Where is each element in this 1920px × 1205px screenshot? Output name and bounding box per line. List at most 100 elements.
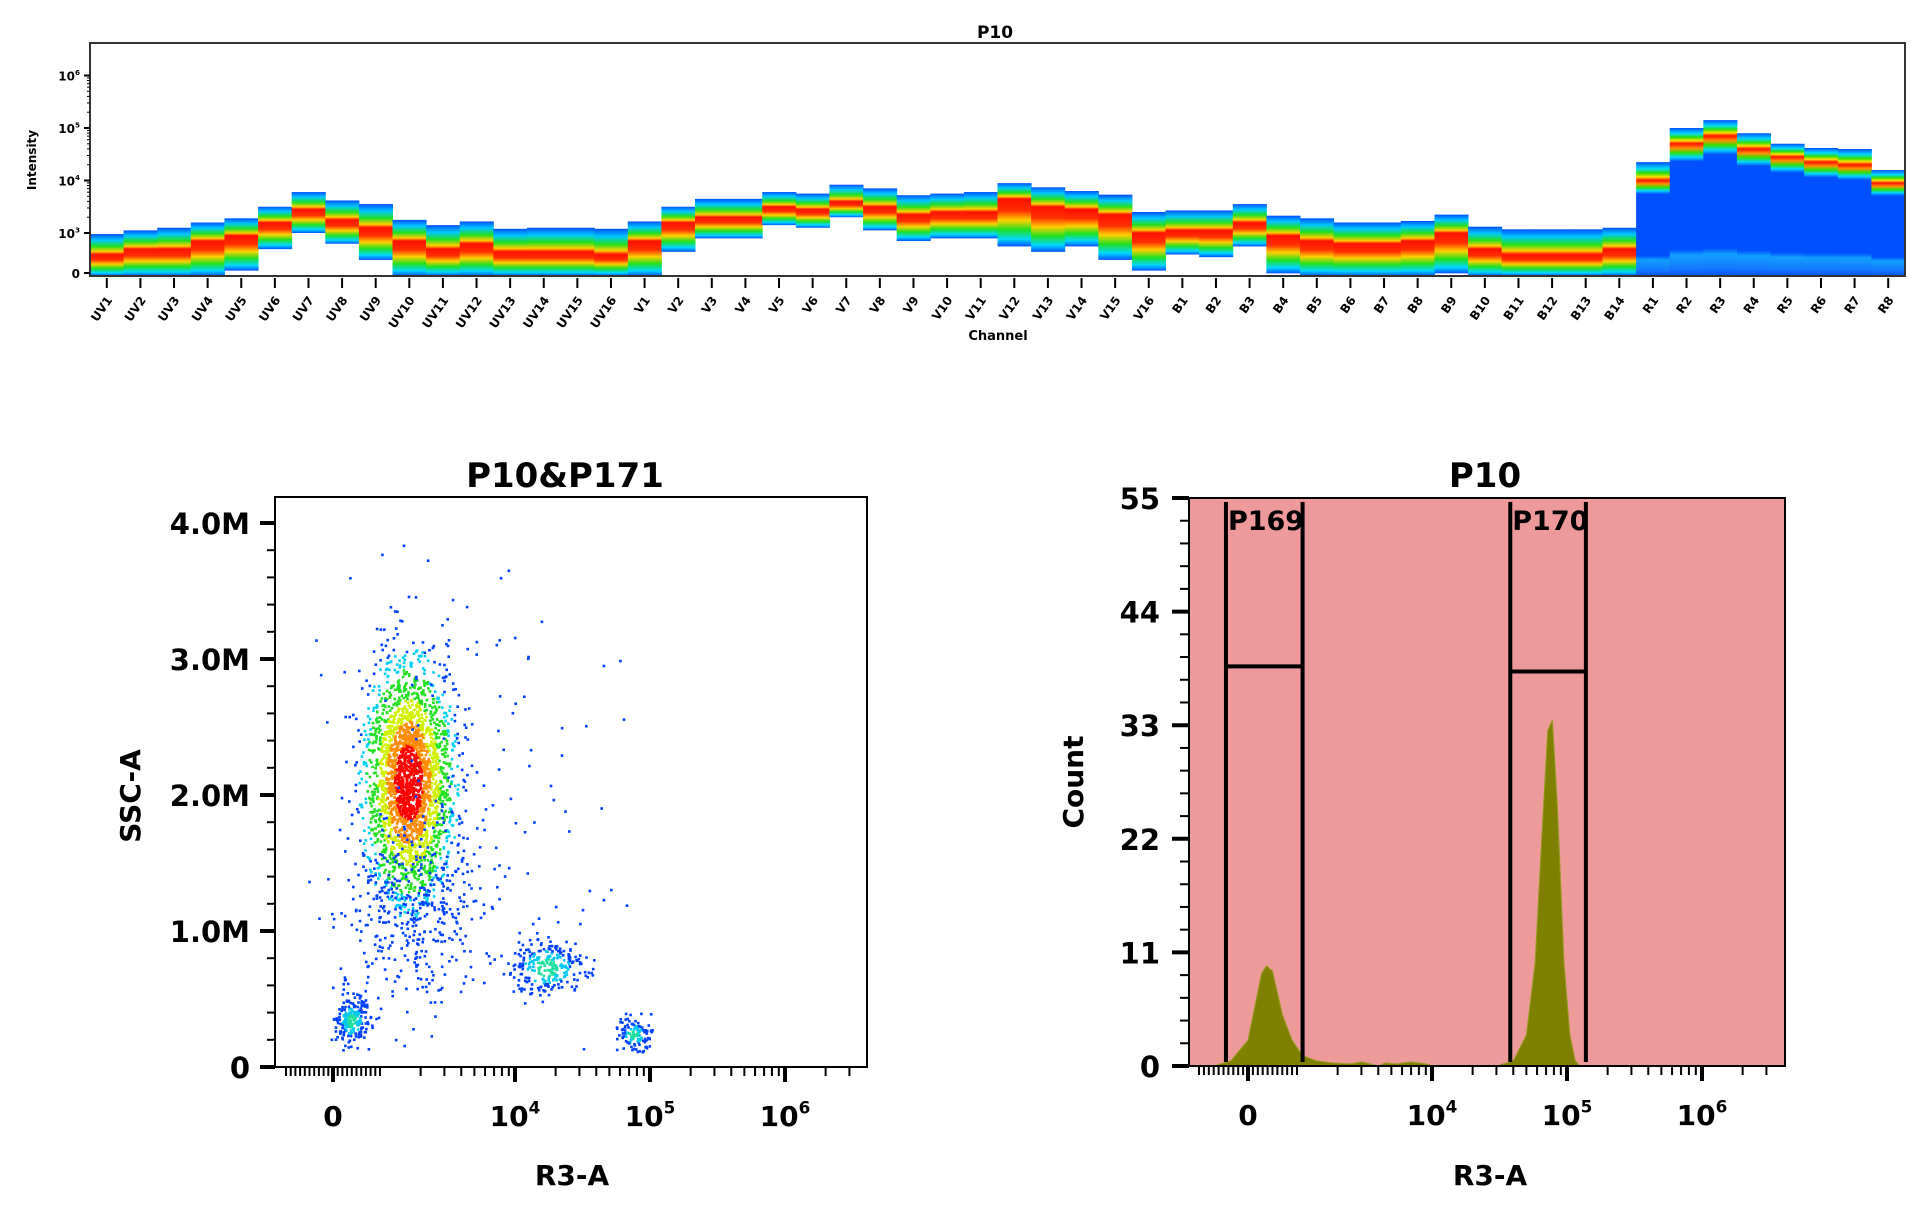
event-dot [428, 783, 432, 787]
event-dot [456, 908, 460, 911]
event-dot [507, 962, 510, 965]
gate-p169[interactable]: P169 [1223, 502, 1305, 1062]
channel-band-r5 [1770, 143, 1805, 276]
event-dot [448, 807, 452, 810]
event-dot [396, 686, 400, 689]
event-dot [549, 784, 553, 788]
event-dot [384, 668, 388, 672]
event-dot [415, 819, 419, 822]
event-dot [398, 790, 401, 794]
channel-label: R1 [1640, 294, 1662, 316]
event-dot [421, 834, 424, 838]
event-dot [407, 692, 410, 696]
event-dot [562, 949, 566, 953]
event-dot [420, 830, 423, 833]
event-dot [360, 1026, 363, 1030]
event-dot [447, 655, 450, 658]
event-dot [546, 968, 550, 972]
event-dot [403, 786, 407, 789]
event-dot [411, 843, 414, 847]
event-dot [485, 952, 488, 955]
event-dot [377, 996, 380, 1000]
event-dot [388, 691, 391, 694]
event-dot [548, 974, 551, 978]
event-dot [499, 576, 503, 580]
event-dot [406, 1010, 409, 1014]
event-dot [397, 884, 400, 887]
event-dot [396, 843, 399, 846]
event-dot [466, 863, 469, 866]
event-dot [544, 982, 548, 986]
event-dot [371, 811, 374, 814]
event-dot [437, 817, 440, 820]
event-dot [639, 1025, 642, 1029]
event-dot [401, 656, 405, 659]
event-dot [378, 748, 381, 751]
event-dot [427, 850, 430, 854]
event-dot [438, 700, 441, 704]
event-dot [437, 786, 440, 790]
event-dot [357, 772, 361, 775]
event-dot [403, 723, 406, 727]
event-dot [408, 754, 412, 758]
event-dot [509, 971, 512, 975]
event-dot [359, 733, 363, 736]
event-dot [425, 760, 428, 763]
event-dot [385, 749, 389, 753]
event-dot [434, 817, 438, 820]
event-dot [378, 916, 381, 920]
event-dot [463, 780, 467, 783]
event-dot [349, 1026, 353, 1029]
y-tick-label-base: 0 [72, 267, 80, 281]
event-dot [468, 883, 471, 887]
event-dot [407, 871, 410, 875]
event-dot [397, 719, 401, 722]
event-dot [563, 971, 566, 975]
event-dot [602, 664, 606, 668]
event-dot [579, 922, 582, 926]
event-dot [384, 789, 387, 792]
event-dot [444, 730, 447, 733]
event-dot [456, 765, 459, 768]
event-dot [374, 729, 377, 733]
event-dot [378, 874, 382, 877]
event-dot [460, 768, 464, 772]
event-dot [355, 1021, 359, 1025]
event-dot [450, 912, 454, 916]
event-dot [395, 749, 398, 752]
event-dot [389, 821, 392, 824]
event-dot [436, 843, 439, 846]
gate-p170[interactable]: P170 [1508, 502, 1588, 1062]
event-dot [356, 1005, 359, 1009]
event-dot [423, 914, 427, 918]
event-dot [340, 1009, 344, 1012]
event-dot [406, 920, 410, 924]
event-dot [539, 949, 542, 953]
event-dot [359, 839, 362, 842]
event-dot [427, 893, 431, 897]
event-dot [384, 750, 387, 753]
event-dot [391, 860, 395, 864]
channel-band-uv13 [493, 228, 528, 276]
event-dot [376, 838, 380, 841]
y-tick-label-exp: 6 [75, 68, 80, 77]
event-dot [404, 695, 408, 698]
event-dot [457, 814, 461, 818]
event-dot [383, 772, 386, 775]
event-dot [433, 830, 436, 834]
event-dot [343, 914, 347, 918]
event-dot [418, 743, 421, 747]
event-dot [377, 909, 381, 913]
x-tick-label-base: 10 [490, 1100, 529, 1133]
event-dot [344, 1005, 347, 1009]
event-dot [401, 734, 404, 737]
event-dot [429, 1001, 433, 1004]
event-dot [393, 835, 397, 839]
event-dot [386, 781, 390, 785]
event-dot [403, 757, 407, 760]
event-dot [361, 817, 365, 820]
event-dot [409, 712, 413, 716]
event-dot [397, 682, 401, 686]
event-dot [383, 825, 387, 828]
